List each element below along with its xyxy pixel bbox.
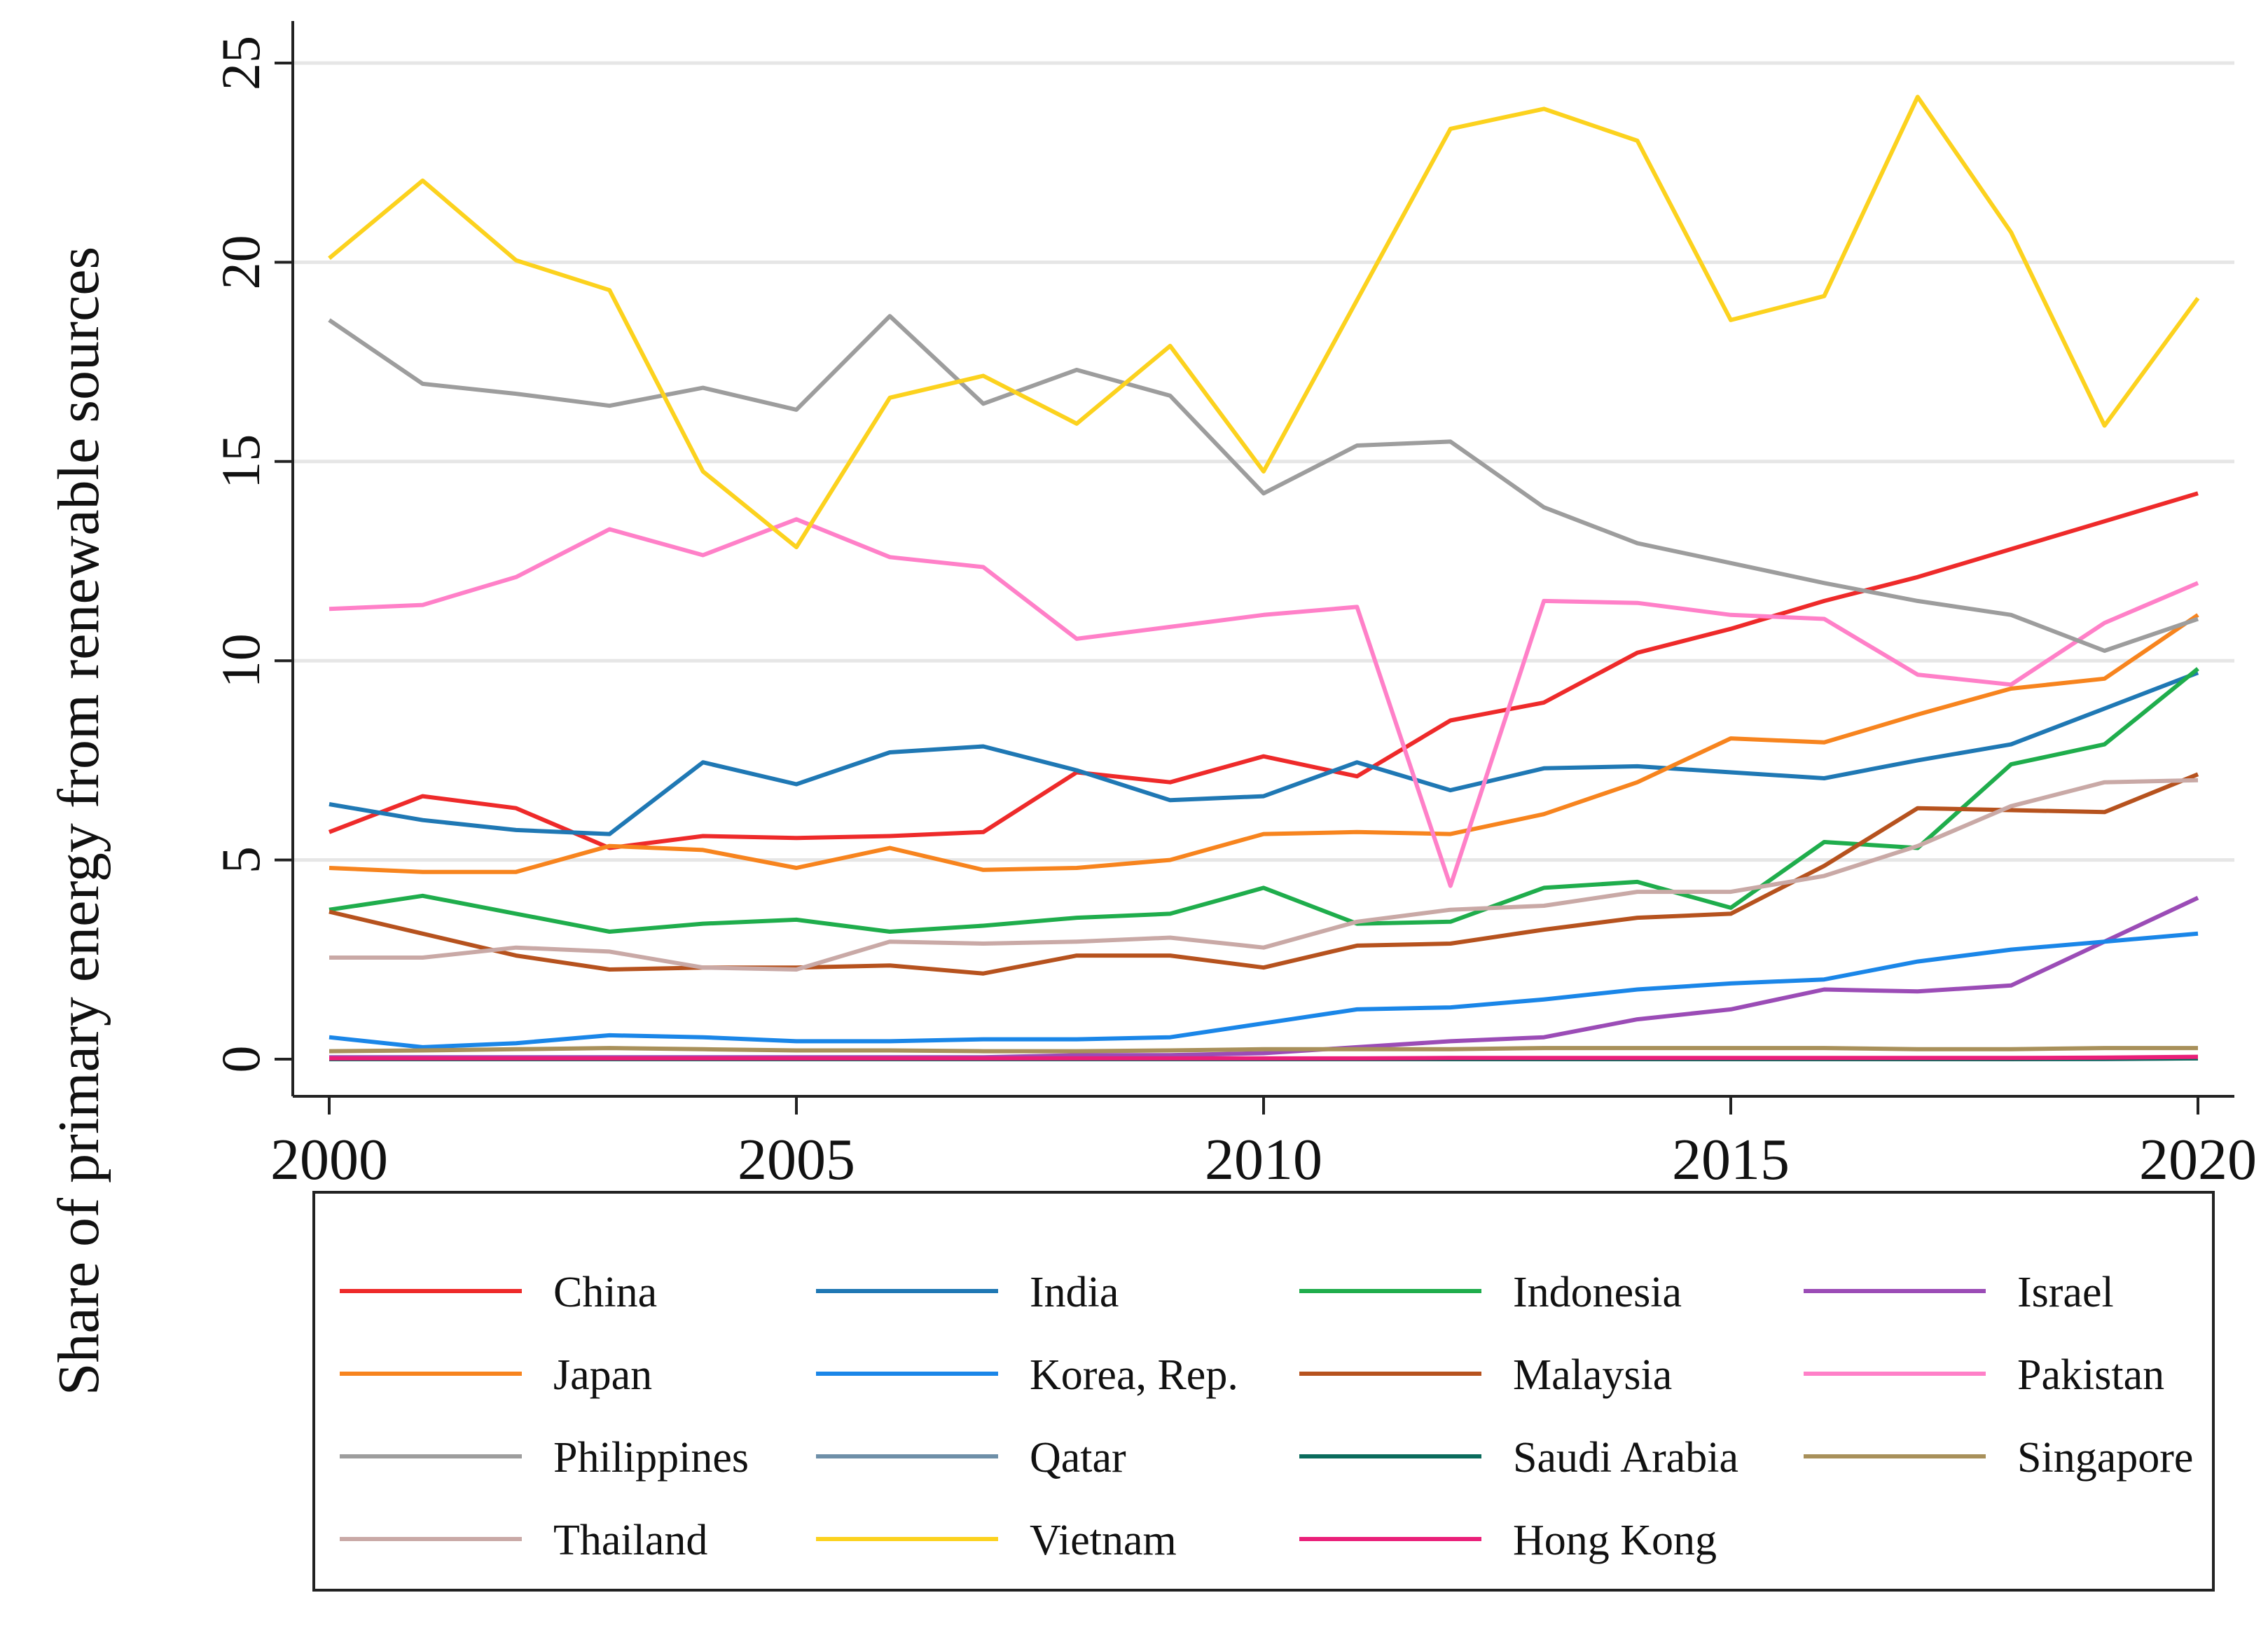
legend-label-china: China xyxy=(553,1269,657,1316)
legend-label-israel: Israel xyxy=(2017,1269,2114,1316)
legend-label-indonesia: Indonesia xyxy=(1513,1269,1682,1316)
series-line-singapore xyxy=(329,1046,2198,1054)
axes xyxy=(291,21,2234,1098)
series-line-pakistan xyxy=(329,517,2199,888)
x-tick-label: 2015 xyxy=(1672,1127,1790,1192)
legend-label-india: India xyxy=(1030,1269,1119,1316)
series-line-korea-rep xyxy=(329,931,2199,1049)
x-tick-label: 2020 xyxy=(2139,1127,2257,1192)
legend-label-philippines: Philippines xyxy=(553,1434,749,1482)
y-axis-title: Share of primary energy from renewable s… xyxy=(46,247,111,1395)
gridlines xyxy=(293,61,2234,862)
y-tick-label: 25 xyxy=(210,36,271,90)
series-line-vietnam xyxy=(328,95,2200,550)
series-line-thailand xyxy=(329,778,2199,972)
series-lines xyxy=(328,95,2200,1061)
y-tick-label: 0 xyxy=(210,1046,271,1073)
series-line-hong-kong xyxy=(329,1054,2199,1061)
x-tick-label: 2000 xyxy=(270,1127,388,1192)
legend-label-singapore: Singapore xyxy=(2017,1434,2193,1482)
legend-label-hong-kong: Hong Kong xyxy=(1513,1517,1717,1564)
legend-label-vietnam: Vietnam xyxy=(1030,1517,1177,1564)
legend-label-qatar: Qatar xyxy=(1030,1434,1126,1482)
legend-label-thailand: Thailand xyxy=(553,1517,707,1564)
y-tick-label: 10 xyxy=(210,633,271,688)
legend-box xyxy=(312,1191,2215,1592)
y-tick-label: 5 xyxy=(210,846,271,874)
legend-label-malaysia: Malaysia xyxy=(1513,1351,1672,1399)
legend-label-japan: Japan xyxy=(553,1351,652,1399)
series-line-japan xyxy=(329,613,2199,874)
series-line-philippines xyxy=(328,314,2199,653)
legend: China India Indonesia Israel Japan Korea, Rep… xyxy=(312,1191,2215,1592)
y-tick-label: 20 xyxy=(210,235,271,289)
series-line-malaysia xyxy=(329,772,2199,976)
tick-marks: 0 5 10 15 20 25 2000 2005 2010 2015 2020 xyxy=(210,36,2257,1192)
legend-label-saudi-arabia: Saudi Arabia xyxy=(1513,1434,1738,1482)
legend-label-pakistan: Pakistan xyxy=(2017,1351,2164,1399)
legend-label-korea-rep: Korea, Rep. xyxy=(1030,1351,1238,1399)
series-line-indonesia xyxy=(329,667,2199,934)
series-line-india xyxy=(329,670,2199,836)
x-tick-label: 2010 xyxy=(1205,1127,1322,1192)
x-tick-label: 2005 xyxy=(738,1127,855,1192)
series-line-china xyxy=(328,491,2199,850)
y-tick-label: 15 xyxy=(210,434,271,489)
